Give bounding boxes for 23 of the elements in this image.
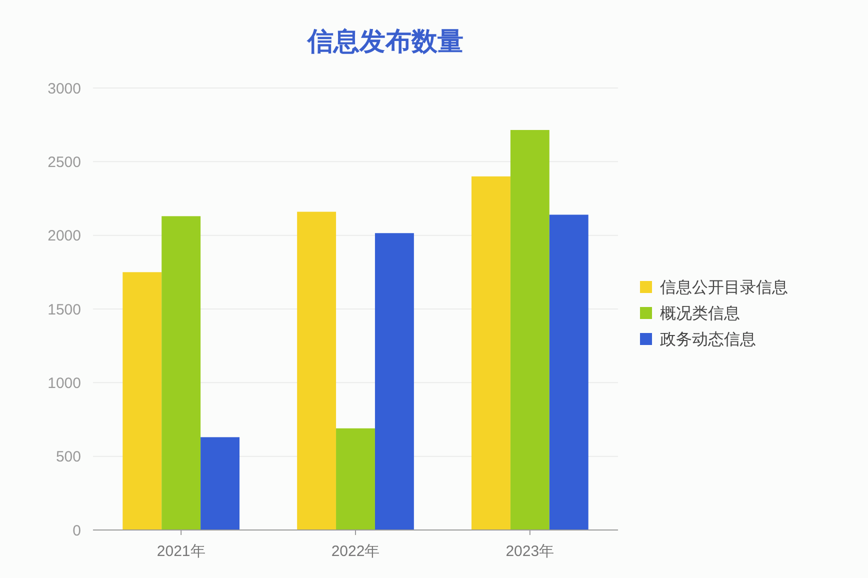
y-tick-label: 3000 [48, 80, 81, 98]
bar [471, 176, 510, 530]
legend-label: 政务动态信息 [660, 330, 756, 349]
bar [297, 212, 336, 530]
y-tick-label: 1500 [48, 301, 81, 318]
x-tick-label: 2023年 [506, 543, 554, 560]
bar [374, 233, 414, 530]
y-tick-label: 1000 [48, 374, 81, 392]
legend-label: 概况类信息 [660, 304, 740, 323]
y-tick-label: 2000 [48, 228, 81, 245]
chart-title: 信息发布数量 [306, 26, 464, 56]
bar [510, 130, 550, 530]
x-tick-label: 2021年 [156, 543, 206, 560]
x-tick-label: 2022年 [331, 543, 380, 560]
bar [336, 428, 375, 530]
y-tick-label: 0 [72, 522, 81, 540]
y-tick-label: 500 [56, 448, 81, 466]
y-tick-label: 2500 [48, 154, 81, 171]
bar [549, 214, 588, 530]
legend-label: 信息公开目录信息 [660, 278, 788, 297]
bar [162, 216, 201, 530]
bar [122, 272, 162, 530]
bar [200, 437, 240, 530]
